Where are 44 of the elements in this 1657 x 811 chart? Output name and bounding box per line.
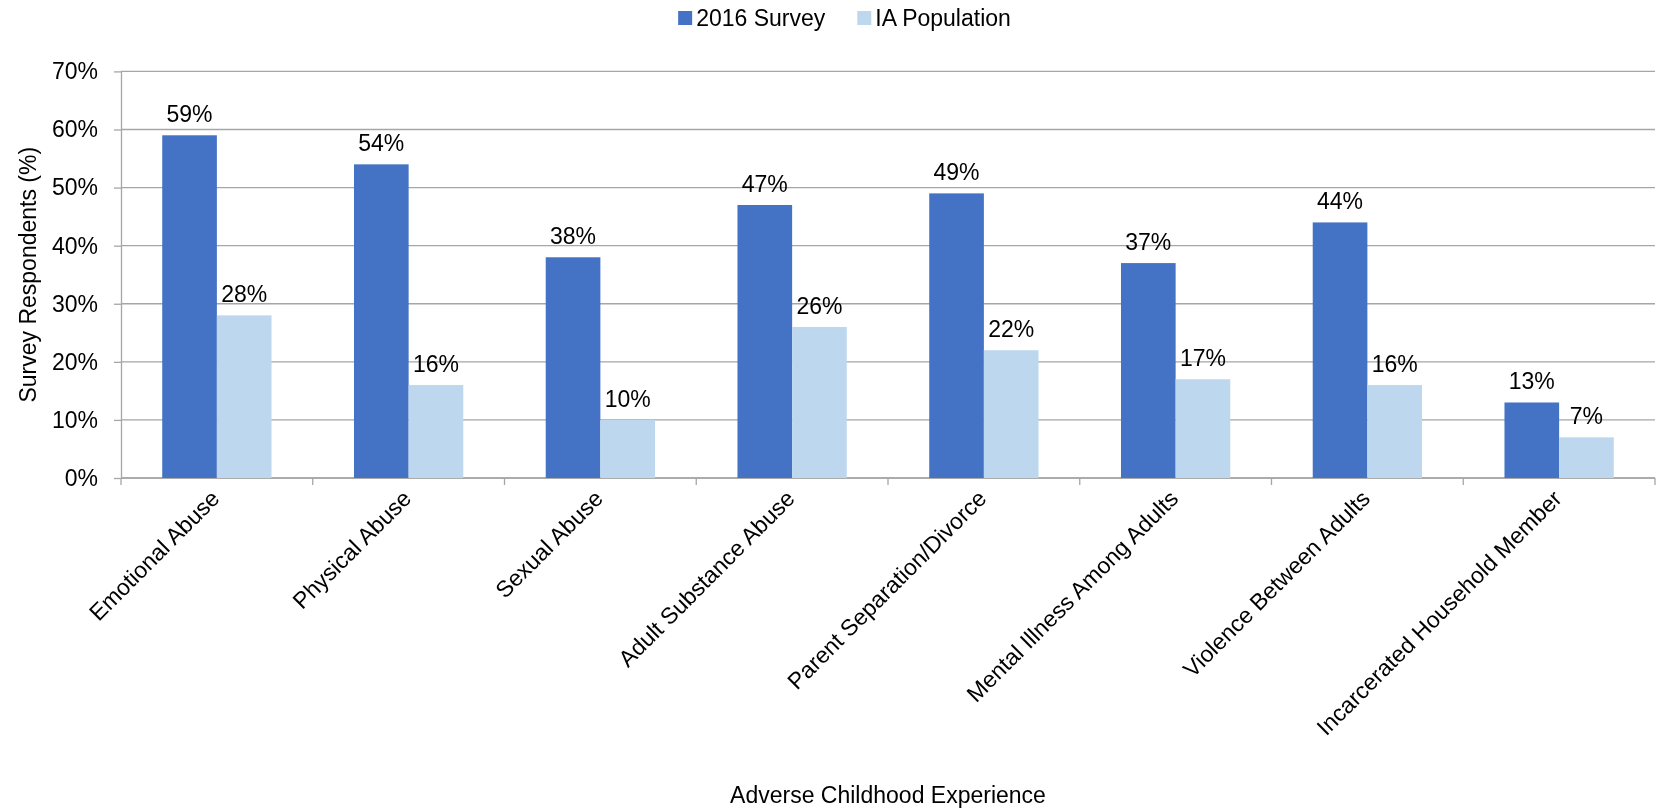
bar — [545, 257, 601, 478]
data-label: 54% — [358, 130, 405, 157]
data-label: 59% — [166, 101, 213, 128]
y-tick-label: 40% — [51, 232, 98, 259]
legend-label: 2016 Survey — [696, 5, 826, 31]
data-label: 22% — [988, 316, 1035, 343]
bar — [983, 350, 1039, 478]
bar — [737, 205, 793, 478]
data-label: 28% — [221, 281, 268, 308]
bar — [1175, 379, 1231, 478]
bar — [1120, 263, 1176, 478]
y-tick-label: 0% — [64, 464, 98, 491]
bar — [353, 164, 409, 478]
y-tick-label: 30% — [51, 290, 98, 317]
data-label: 38% — [550, 223, 597, 250]
bar — [929, 193, 984, 478]
bar — [1312, 222, 1368, 478]
bar — [162, 135, 217, 478]
data-label: 16% — [1371, 351, 1418, 378]
bar — [1504, 402, 1560, 478]
data-label: 47% — [741, 171, 788, 197]
data-label: 7% — [1569, 403, 1604, 430]
y-tick-label: 10% — [51, 406, 98, 433]
data-label: 16% — [412, 351, 459, 378]
data-label: 37% — [1125, 229, 1172, 256]
legend-label: IA Population — [875, 5, 1011, 31]
y-tick-label: 70% — [51, 58, 98, 85]
data-label: 13% — [1508, 368, 1555, 395]
bar — [1367, 385, 1423, 478]
y-tick-label: 20% — [51, 348, 98, 375]
bar — [792, 326, 847, 478]
y-tick-label: 50% — [51, 174, 98, 201]
data-label: 10% — [604, 385, 651, 412]
data-label: 49% — [933, 159, 980, 186]
bar — [1559, 437, 1614, 478]
y-tick-label: 60% — [51, 116, 98, 143]
bar — [216, 315, 272, 478]
bar — [408, 385, 464, 478]
data-label: 44% — [1317, 188, 1364, 215]
data-label: 17% — [1179, 345, 1226, 372]
x-axis-title: Adverse Childhood Experience — [730, 782, 1046, 808]
y-axis-title: Survey Respondents (%) — [15, 146, 41, 403]
bar — [600, 419, 656, 478]
data-label: 26% — [796, 292, 843, 319]
